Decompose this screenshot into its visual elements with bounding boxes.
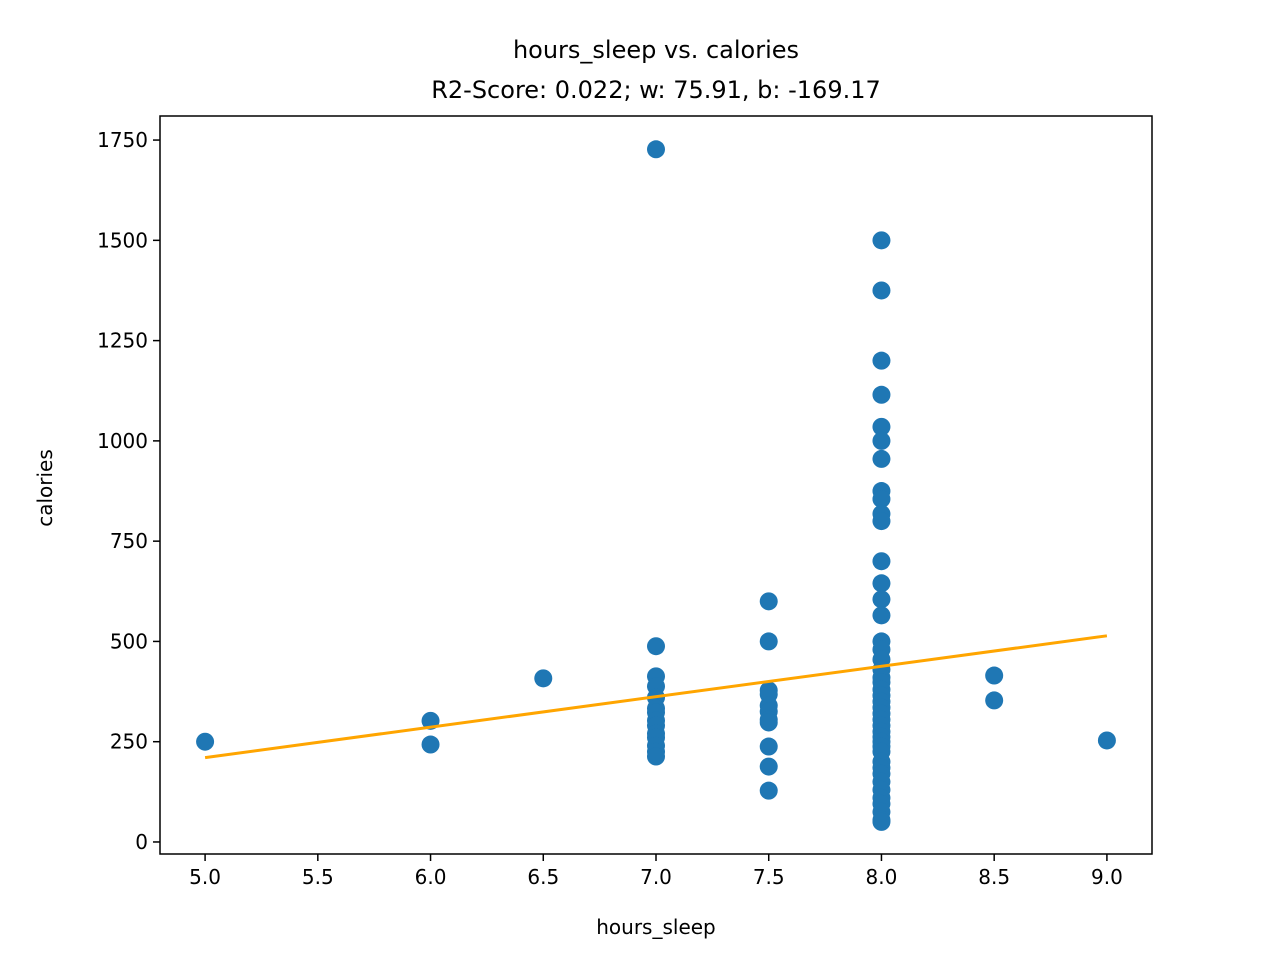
data-point xyxy=(985,691,1004,710)
data-point xyxy=(872,552,891,571)
x-tick-label: 5.5 xyxy=(302,865,334,889)
data-point xyxy=(872,431,891,450)
x-tick-label: 8.5 xyxy=(978,865,1010,889)
data-point xyxy=(872,574,891,593)
data-point xyxy=(985,666,1004,685)
data-point xyxy=(759,737,778,756)
y-tick-label: 250 xyxy=(110,730,148,754)
data-point xyxy=(872,490,891,509)
x-tick-label: 7.5 xyxy=(753,865,785,889)
data-point xyxy=(647,637,665,656)
chart-subtitle: R2-Score: 0.022; w: 75.91, b: -169.17 xyxy=(431,76,881,104)
y-tick-label: 750 xyxy=(110,529,148,553)
y-axis-label: calories xyxy=(33,449,57,527)
y-tick-label: 1250 xyxy=(97,329,148,353)
data-point xyxy=(872,385,891,404)
data-point xyxy=(196,732,215,751)
plot-frame xyxy=(159,115,1153,855)
data-point xyxy=(647,140,665,159)
y-tick-label: 1750 xyxy=(97,128,148,152)
data-point xyxy=(872,417,891,436)
x-tick-label: 6.5 xyxy=(527,865,559,889)
x-axis-label: hours_sleep xyxy=(596,915,716,939)
data-point xyxy=(872,606,891,625)
data-point xyxy=(872,281,891,300)
data-point xyxy=(647,747,665,766)
data-point xyxy=(534,669,553,688)
data-point xyxy=(759,757,778,776)
regression-line xyxy=(204,634,1108,760)
data-point xyxy=(872,231,891,250)
y-tick-label: 0 xyxy=(135,830,148,854)
x-tick-label: 6.0 xyxy=(415,865,447,889)
chart-title: hours_sleep vs. calories xyxy=(513,36,799,64)
y-tick-label: 500 xyxy=(110,629,148,653)
data-point xyxy=(872,351,891,370)
data-point xyxy=(759,713,778,732)
data-point xyxy=(759,781,778,800)
y-tick-label: 1500 xyxy=(97,228,148,252)
x-tick-label: 7.0 xyxy=(640,865,672,889)
x-tick-label: 5.0 xyxy=(189,865,221,889)
data-point xyxy=(759,592,778,611)
data-point xyxy=(872,590,891,609)
data-point xyxy=(1097,731,1116,750)
data-point xyxy=(872,812,891,831)
data-point xyxy=(759,632,778,651)
data-point xyxy=(421,735,440,754)
data-point xyxy=(872,512,891,531)
x-tick-label: 8.0 xyxy=(866,865,898,889)
x-tick-label: 9.0 xyxy=(1091,865,1123,889)
data-point xyxy=(872,449,891,468)
plot-area: 5.0 5.5 6.0 6.5 7.0 7.5 8.0 8.5 9.0 0 250 500 750 100… xyxy=(97,115,1153,889)
y-tick-label: 1000 xyxy=(97,429,148,453)
